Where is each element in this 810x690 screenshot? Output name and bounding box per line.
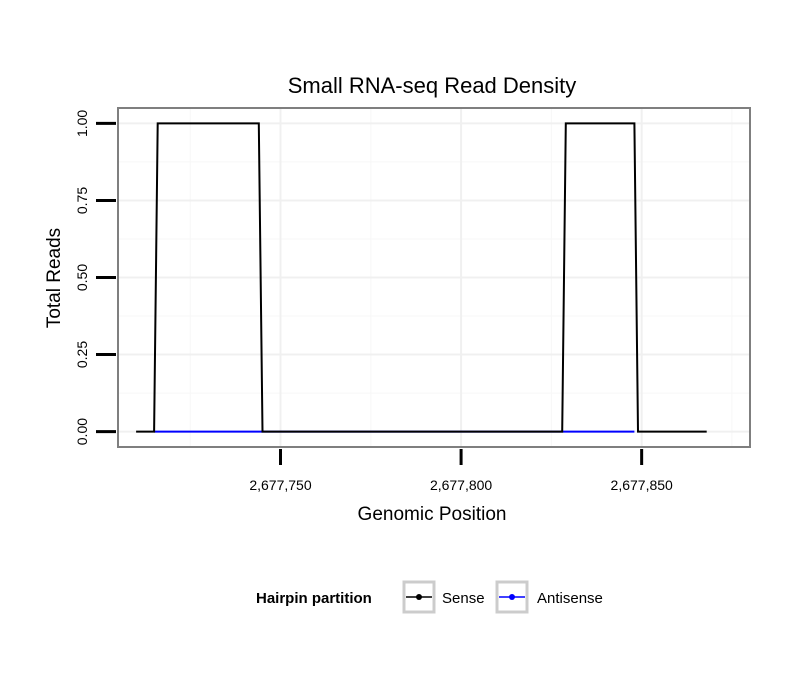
legend: Hairpin partition Sense Antisense <box>256 580 603 614</box>
chart-title: Small RNA-seq Read Density <box>288 73 577 98</box>
legend-marker-sense <box>416 594 422 600</box>
y-axis: 0.00 0.25 0.50 0.75 1.00 <box>74 110 116 445</box>
legend-item-sense: Sense <box>402 580 485 614</box>
legend-label-sense: Sense <box>442 590 485 607</box>
x-axis-title: Genomic Position <box>358 504 507 525</box>
legend-title: Hairpin partition <box>256 590 372 607</box>
y-tick-label-2: 0.50 <box>74 264 90 291</box>
legend-label-antisense: Antisense <box>537 590 603 607</box>
plot-panel-border <box>117 107 751 448</box>
x-axis: 2,677,750 2,677,800 2,677,850 <box>249 449 673 493</box>
x-tick-label-1: 2,677,800 <box>430 477 492 493</box>
y-tick-label-3: 0.75 <box>74 187 90 214</box>
x-tick-label-2: 2,677,850 <box>611 477 673 493</box>
y-tick-label-4: 1.00 <box>74 110 90 137</box>
y-tick-label-0: 0.00 <box>74 418 90 445</box>
series-lines <box>136 122 707 433</box>
y-tick-label-1: 0.25 <box>74 341 90 368</box>
legend-item-antisense: Antisense <box>495 580 603 614</box>
series-line-sense <box>136 122 707 433</box>
y-axis-title: Total Reads <box>44 228 65 328</box>
x-tick-label-0: 2,677,750 <box>249 477 311 493</box>
legend-marker-antisense <box>509 594 515 600</box>
